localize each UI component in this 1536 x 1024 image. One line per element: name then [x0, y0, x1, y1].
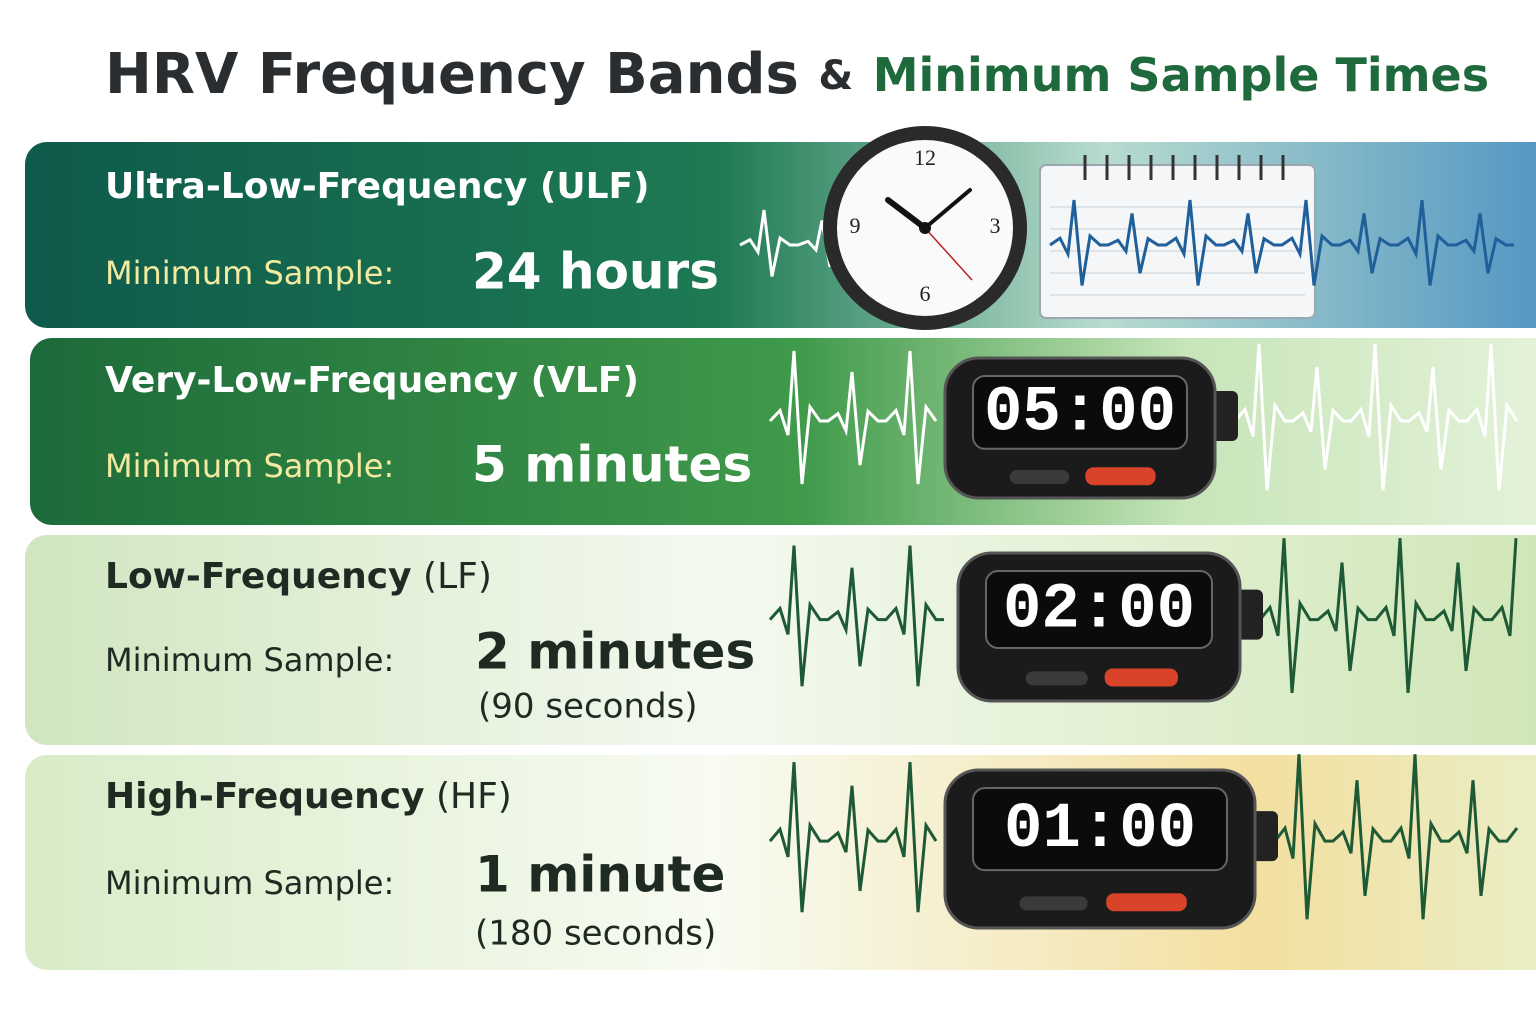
- label: Minimum Sample:: [105, 864, 394, 902]
- timer-button-red: [1104, 668, 1178, 687]
- ecg-line: [1258, 538, 1518, 693]
- title-main: HRV Frequency Bands: [105, 42, 799, 107]
- ecg-line: [739, 209, 832, 277]
- ecg-line: [1049, 199, 1514, 286]
- clock-center: [919, 222, 931, 234]
- timer-screen: [985, 570, 1213, 649]
- band-name: Low-Frequency (LF): [105, 556, 492, 597]
- value: 24 hours: [472, 243, 719, 301]
- abbr: (HF): [436, 776, 512, 817]
- clock-numeral: 9: [850, 213, 861, 238]
- label: Minimum Sample:: [105, 254, 394, 292]
- clock-numeral: 6: [920, 281, 931, 306]
- timer-knob: [1210, 391, 1238, 441]
- clock-numeral: 12: [914, 145, 936, 170]
- note: (90 seconds): [478, 687, 698, 727]
- band-name: High-Frequency (HF): [105, 776, 512, 817]
- ecg-line: [768, 350, 938, 485]
- timer-display: 01:00: [1004, 794, 1196, 866]
- decorations: 12 3 6 9 05:00 02:00 01:00: [739, 126, 1519, 930]
- timer-button: [1019, 896, 1088, 911]
- title-sub: Minimum Sample Times: [873, 48, 1489, 102]
- timer-button: [1025, 671, 1088, 686]
- value: 5 minutes: [472, 436, 752, 494]
- hour-hand: [885, 197, 928, 231]
- name: Ultra-Low-Frequency: [105, 166, 527, 207]
- title: HRV Frequency Bands & Minimum Sample Tim…: [105, 42, 1489, 107]
- note: (180 seconds): [475, 914, 716, 954]
- timer-knob: [1250, 811, 1278, 862]
- clock-numeral: 3: [990, 213, 1001, 238]
- abbr: (LF): [423, 556, 492, 597]
- label: Minimum Sample:: [105, 641, 394, 679]
- ecg-line: [1233, 343, 1519, 491]
- timer-button-red: [1106, 893, 1187, 912]
- abbr: (VLF): [531, 360, 639, 401]
- timer-display: 05:00: [984, 377, 1176, 449]
- name: Very-Low-Frequency: [105, 360, 518, 401]
- label: Minimum Sample:: [105, 447, 394, 485]
- second-hand: [924, 227, 973, 281]
- timer-button-red: [1085, 467, 1156, 486]
- band-name: Ultra-Low-Frequency (ULF): [105, 166, 650, 207]
- timer-screen: [972, 787, 1228, 872]
- value: 1 minute: [475, 846, 725, 904]
- timer-screen: [972, 375, 1188, 450]
- value: 2 minutes: [475, 623, 755, 681]
- timer-button: [1009, 470, 1070, 484]
- ecg-line: [768, 545, 944, 687]
- band-name: Very-Low-Frequency (VLF): [105, 360, 639, 401]
- minute-hand: [923, 188, 972, 230]
- ecg-line: [1273, 754, 1519, 920]
- timer-display: 02:00: [1003, 574, 1195, 646]
- ecg-line: [768, 762, 938, 913]
- timer-knob: [1235, 589, 1263, 640]
- name: Low-Frequency: [105, 556, 412, 597]
- name: High-Frequency: [105, 776, 425, 817]
- abbr: (ULF): [540, 166, 650, 207]
- title-connector: &: [818, 53, 853, 99]
